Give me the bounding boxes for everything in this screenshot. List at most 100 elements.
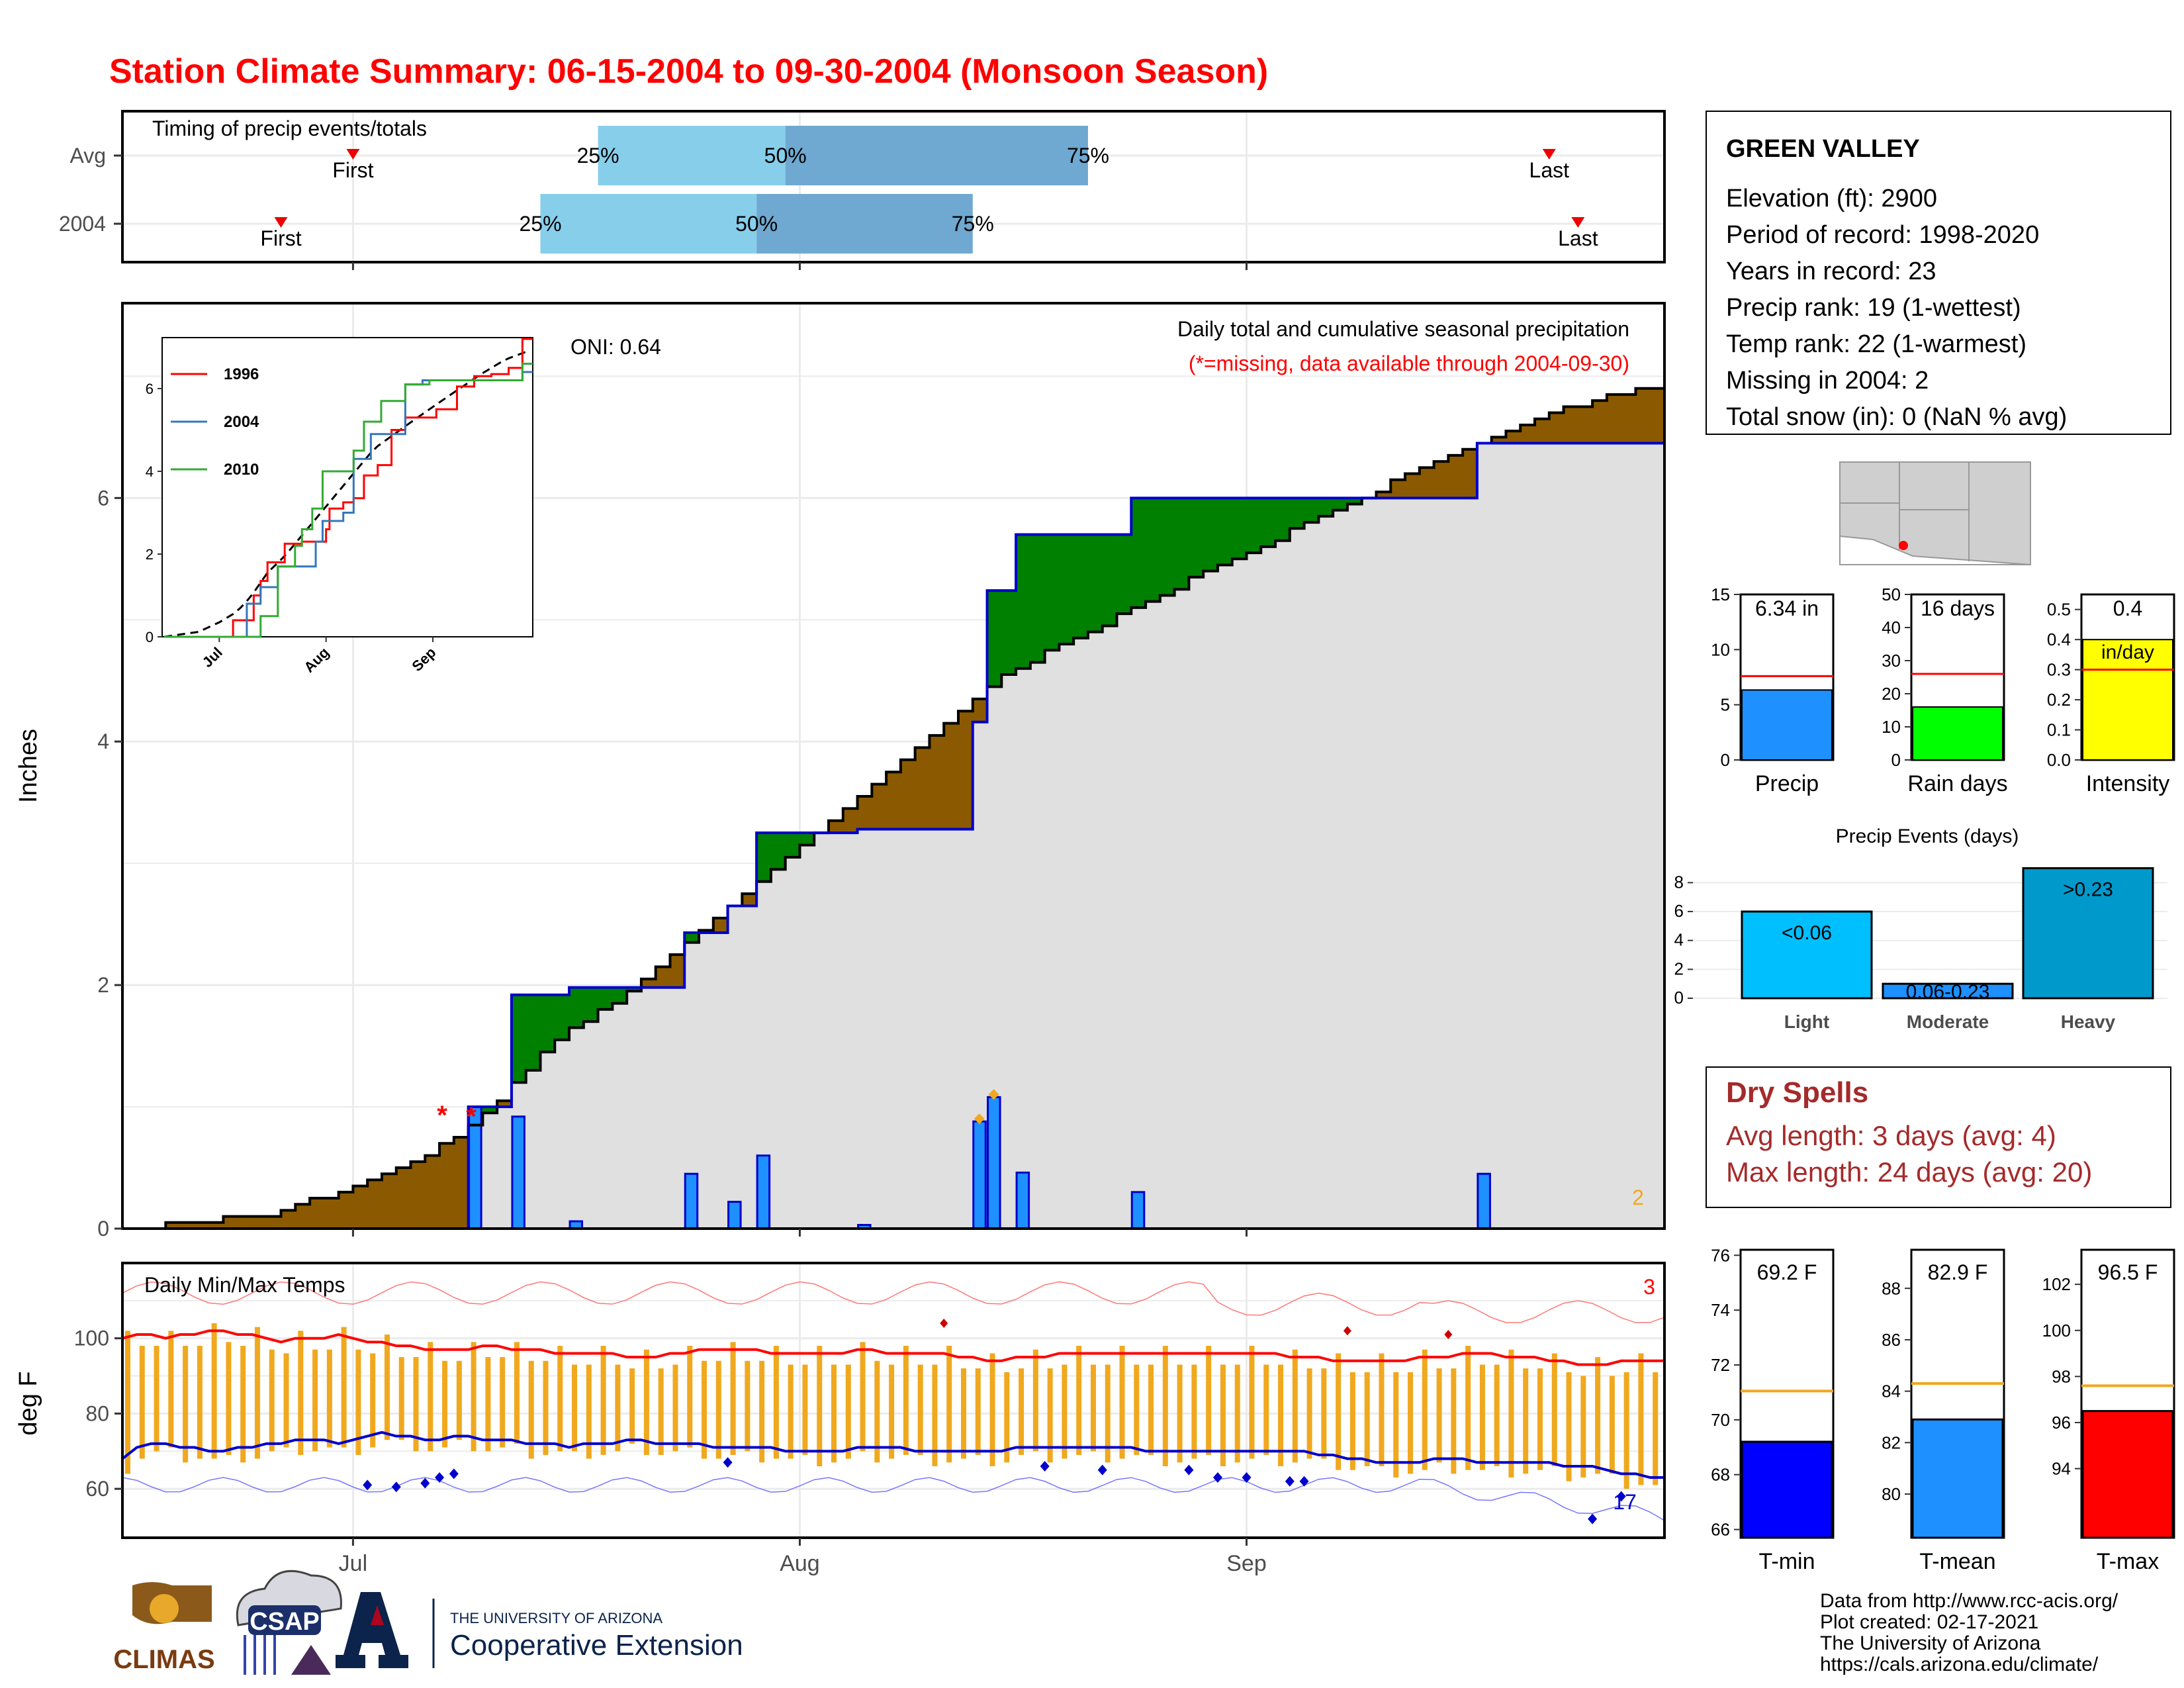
main-y-label: Inches	[15, 729, 42, 803]
summary-mini-bars: 6.34 in 0 5 10 15 Precip 16 days 0 10 20 30 40 50 Rai…	[1711, 585, 2175, 796]
daily-temp-range-bar	[960, 1368, 966, 1459]
daily-precip-bar	[756, 1154, 771, 1230]
daily-temp-range-bar	[773, 1346, 779, 1459]
record-low-marker	[449, 1468, 459, 1479]
locator-map	[1839, 461, 2031, 566]
daily-temp-range-bar	[889, 1364, 895, 1459]
temp-bar-value: 96.5 F	[2098, 1260, 2158, 1284]
csap-logo: CSAP	[236, 1570, 342, 1675]
daily-temp-range-bar	[831, 1364, 837, 1463]
timing-panel: Timing of precip events/totals Avg 25% 50%…	[59, 110, 1666, 270]
temp-bar-tick: 80	[1882, 1484, 1901, 1504]
temp-bar-tick: 72	[1711, 1355, 1730, 1375]
daily-temp-range-bar	[1508, 1349, 1514, 1478]
daily-temp-range-bar	[1349, 1372, 1355, 1470]
timing-quantile-label: 75%	[1067, 144, 1109, 167]
daily-precip-bar	[511, 1115, 525, 1230]
daily-temp-range-bar	[860, 1342, 866, 1452]
daily-temp-range-bar	[1032, 1349, 1038, 1452]
timing-quantile-label: 50%	[764, 144, 807, 167]
daily-temp-range-bar	[1177, 1364, 1183, 1463]
record-low-marker	[1097, 1464, 1107, 1476]
events-y-tick: 6	[1674, 901, 1684, 921]
temp-bar-label: T-max	[2097, 1549, 2159, 1574]
daily-temp-range-bar	[1623, 1372, 1629, 1489]
temp-bar-tick: 88	[1882, 1278, 1901, 1298]
daily-temp-range-bar	[1292, 1349, 1298, 1463]
temp-x-axis: Jul Aug Sep	[339, 1538, 1267, 1576]
dry-spells-box: Dry Spells Avg length: 3 days (avg: 4) M…	[1706, 1066, 2171, 1208]
mini-bar-tick: 50	[1882, 585, 1901, 604]
daily-temp-range-bar	[370, 1353, 376, 1448]
main-caption-missing: (*=missing, data available through 2004-…	[1189, 352, 1629, 375]
mini-bar-tick: 0.1	[2047, 720, 2071, 740]
daily-temp-range-bar	[1537, 1368, 1543, 1470]
daily-temp-range-bar	[183, 1346, 189, 1463]
main-caption: Daily total and cumulative seasonal prec…	[1177, 317, 1629, 341]
timing-q25-50-bar	[598, 126, 786, 185]
daily-temp-range-bar	[197, 1346, 203, 1459]
record-high-envelope	[122, 1281, 1665, 1323]
daily-temp-range-bar	[428, 1342, 433, 1452]
daily-temp-range-bar	[226, 1342, 232, 1455]
record-high-marker	[940, 1318, 948, 1328]
daily-temp-range-bar	[788, 1364, 794, 1459]
timing-quantile-label: 25%	[519, 212, 561, 236]
dry-max: Max length: 24 days (avg: 20)	[1726, 1156, 2092, 1188]
daily-temp-range-bar	[1336, 1353, 1342, 1470]
daily-temp-range-bar	[1494, 1364, 1500, 1466]
daily-temp-range-bar	[1479, 1364, 1485, 1470]
record-low-marker	[1040, 1460, 1050, 1472]
daily-temp-range-bar	[168, 1331, 174, 1448]
daily-temp-range-bar	[745, 1360, 751, 1452]
daily-temp-range-bar	[1047, 1368, 1053, 1463]
temp-bar-tick: 86	[1882, 1330, 1901, 1350]
precip-events-chart: Precip Events (days) 0 2 4 6 8 <0.06 Light 0.06…	[1674, 825, 2167, 1032]
record-low-marker	[363, 1479, 373, 1491]
missing-diamond	[974, 1113, 985, 1125]
daily-temp-range-bar	[1523, 1368, 1529, 1474]
events-y-tick: 0	[1674, 988, 1684, 1008]
events-bar	[1882, 982, 2014, 1000]
footer-line-3: The University of Arizona	[1820, 1632, 2041, 1654]
mini-bar-tick: 0	[1891, 750, 1901, 770]
daily-temp-range-bar	[1278, 1364, 1284, 1466]
record-low-marker	[1285, 1476, 1295, 1487]
daily-temp-range-bar	[817, 1346, 823, 1466]
main-y-tick: 0	[97, 1217, 109, 1241]
events-bar-label: <0.06	[1782, 922, 1832, 944]
events-y-tick: 2	[1674, 959, 1684, 978]
temp-bar-tick: 84	[1882, 1382, 1901, 1401]
main-y-axis: 0 2 4 6	[97, 486, 1248, 1241]
daily-precip-bar	[1130, 1191, 1146, 1230]
daily-temp-range-bar	[643, 1349, 649, 1455]
timing-quantile-label: 50%	[735, 212, 778, 236]
temp-bar-tick: 70	[1711, 1410, 1730, 1430]
daily-temp-range-bar	[874, 1360, 880, 1463]
daily-temp-range-bar	[1551, 1353, 1557, 1466]
mini-bar-tick: 0.2	[2047, 690, 2071, 710]
daily-temp-range-bar	[1465, 1346, 1471, 1470]
inset-y-tick: 6	[146, 381, 154, 397]
mini-bar-fill	[2082, 639, 2173, 761]
temp-y-tick: 80	[85, 1401, 109, 1425]
mini-bar-tick: 40	[1882, 618, 1901, 637]
record-low-marker	[1588, 1513, 1598, 1524]
daily-temp-range-bar	[398, 1357, 404, 1440]
mini-bar-tick: 0.5	[2047, 600, 2071, 620]
mini-bar-tick: 0.3	[2047, 660, 2071, 680]
daily-temp-range-bar	[543, 1360, 549, 1455]
first-marker	[346, 149, 360, 160]
temp-bar-tick: 76	[1711, 1245, 1730, 1265]
daily-temp-range-bar	[658, 1368, 664, 1455]
mini-bar-fill	[1741, 689, 1833, 761]
daily-temp-range-bar	[586, 1364, 592, 1459]
record-low-marker	[1212, 1472, 1222, 1483]
last-label: Last	[1529, 158, 1570, 182]
daily-temp-range-bar	[975, 1368, 981, 1455]
temp-bar-tick: 82	[1882, 1432, 1901, 1452]
missing-diamond	[988, 1089, 999, 1100]
temp-bar-value: 82.9 F	[1928, 1260, 1988, 1284]
